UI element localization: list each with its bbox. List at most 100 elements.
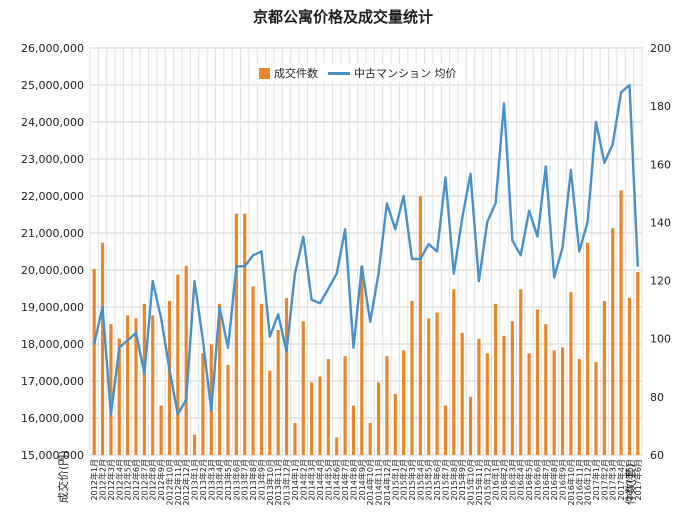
bar xyxy=(427,318,431,455)
bar xyxy=(360,266,364,455)
x-tick-label: 2016年5月 xyxy=(524,459,534,500)
y-tick-label-right: 120 xyxy=(650,275,671,288)
x-tick-label: 2016年7月 xyxy=(541,459,551,500)
y-tick-label-left: 18,000,000 xyxy=(21,338,84,351)
bar xyxy=(552,350,556,455)
x-tick-label: 2012年5月 xyxy=(123,459,133,500)
x-tick-label: 2015年6月 xyxy=(432,459,442,500)
y-tick-label-left: 15,000,000 xyxy=(21,449,84,462)
price-point xyxy=(268,335,271,338)
x-tick-label: 2014年9月 xyxy=(357,459,367,500)
price-point xyxy=(327,287,330,290)
bar xyxy=(627,298,632,455)
bar xyxy=(218,303,222,455)
x-tick-label: 2014年6月 xyxy=(332,459,342,500)
bar xyxy=(636,271,640,455)
x-tick-label: 2015年7月 xyxy=(440,459,450,500)
price-point xyxy=(160,317,162,319)
price-point xyxy=(335,272,338,275)
bar xyxy=(293,423,297,455)
y-tick-label-right: 160 xyxy=(650,158,671,171)
price-point xyxy=(252,254,254,257)
x-tick-label: 2014年2月 xyxy=(298,459,308,500)
bar xyxy=(435,312,439,455)
y-axis-left-label: 成交价(円) xyxy=(57,450,70,503)
x-tick-label: 2016年6月 xyxy=(532,459,542,500)
x-tick-label: 2013年2月 xyxy=(198,459,208,500)
bar xyxy=(410,300,414,455)
bar xyxy=(577,359,581,455)
bar xyxy=(268,370,272,455)
x-tick-label: 2012年2月 xyxy=(98,459,108,500)
y-tick-label-left: 22,000,000 xyxy=(21,190,84,203)
x-tick-label: 2015年3月 xyxy=(407,459,417,500)
bar xyxy=(176,274,180,455)
x-tick-label: 2016年10月 xyxy=(566,459,576,506)
bar xyxy=(452,289,456,455)
bar xyxy=(326,359,330,455)
price-point xyxy=(603,161,606,164)
bar xyxy=(485,353,489,455)
price-point xyxy=(486,221,489,223)
x-tick-label: 2016年9月 xyxy=(558,459,568,500)
x-tick-label: 2013年8月 xyxy=(248,459,258,500)
x-tick-label: 2016年8月 xyxy=(549,459,559,500)
x-tick-label: 2014年1月 xyxy=(290,459,300,500)
legend-item-bars: 成交件数 xyxy=(259,65,318,81)
bar xyxy=(335,437,339,455)
bar xyxy=(510,321,514,455)
bar xyxy=(368,423,372,455)
x-tick-label: 2013年7月 xyxy=(240,459,250,500)
price-point xyxy=(235,265,238,268)
x-tick-label: 2014年12月 xyxy=(382,459,392,506)
bar xyxy=(560,347,565,455)
price-point xyxy=(578,250,581,253)
bar xyxy=(100,242,105,455)
price-point xyxy=(494,202,497,205)
price-point xyxy=(394,228,397,231)
x-tick-label: 2012年10月 xyxy=(164,459,174,506)
bar xyxy=(301,321,305,455)
price-point xyxy=(193,280,196,282)
bar xyxy=(159,405,163,455)
bar xyxy=(494,303,498,455)
price-point xyxy=(503,102,505,105)
x-tick-label: 2016年2月 xyxy=(499,459,509,500)
x-tick-label: 2016年11月 xyxy=(574,459,584,506)
bar xyxy=(226,364,230,455)
x-tick-label: 2015年5月 xyxy=(424,459,434,500)
legend-label-line: 中古マンション 均价 xyxy=(354,67,457,80)
bar xyxy=(594,361,598,455)
bar xyxy=(460,332,464,455)
x-tick-label: 2015年9月 xyxy=(457,459,467,500)
y-tick-label-right: 200 xyxy=(650,42,671,55)
x-tick-label: 2012年11月 xyxy=(173,459,183,506)
y-tick-label-left: 25,000,000 xyxy=(21,79,84,92)
x-tick-label: 2015年8月 xyxy=(449,459,459,500)
bar xyxy=(201,353,205,455)
bar xyxy=(402,350,406,455)
price-point xyxy=(218,306,221,308)
bar xyxy=(393,393,397,455)
price-point xyxy=(210,409,213,412)
bar xyxy=(234,213,238,455)
y-tick-label-left: 26,000,000 xyxy=(21,42,84,55)
price-point xyxy=(101,306,104,308)
x-tick-label: 2015年1月 xyxy=(390,459,400,500)
bar xyxy=(310,382,314,455)
price-point xyxy=(628,84,631,86)
price-point xyxy=(469,172,472,175)
x-tick-label: 2017年5月 xyxy=(624,459,634,500)
x-tick-label: 2016年1月 xyxy=(491,459,501,500)
x-tick-label: 2013年9月 xyxy=(256,459,266,500)
price-point xyxy=(344,228,346,231)
bar xyxy=(351,405,356,455)
bar xyxy=(385,356,389,455)
x-tick-label: 2015年10月 xyxy=(466,459,476,506)
price-point xyxy=(611,143,614,146)
bar xyxy=(611,228,615,455)
x-tick-label: 2012年9月 xyxy=(156,459,166,500)
bar xyxy=(167,300,172,455)
legend-item-line: 中古マンション 均价 xyxy=(328,65,457,81)
